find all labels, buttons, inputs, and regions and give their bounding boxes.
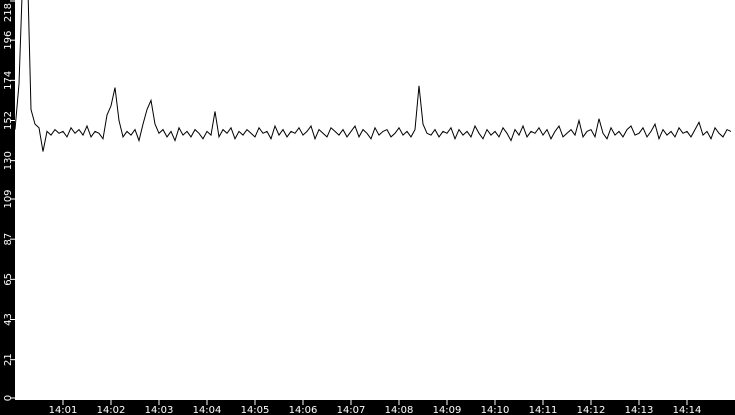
x-axis: 14:01 14:02 14:03 14:04 14:05 14:06 14:07 14:08… xyxy=(49,400,702,415)
y-tick-label: 196 xyxy=(3,31,14,50)
x-tick-label: 14:07 xyxy=(337,405,366,415)
y-tick-label: 65 xyxy=(3,273,14,286)
series-line xyxy=(15,0,732,152)
y-tick-label: 174 xyxy=(3,71,14,90)
y-tick-label: 218 xyxy=(3,3,14,22)
x-tick-label: 14:04 xyxy=(193,405,222,415)
x-tick-label: 14:13 xyxy=(625,405,654,415)
x-tick-label: 14:14 xyxy=(673,405,702,415)
x-tick-label: 14:10 xyxy=(481,405,510,415)
y-tick-label: 87 xyxy=(3,233,14,246)
x-tick-label: 14:01 xyxy=(49,405,78,415)
x-tick-label: 14:05 xyxy=(241,405,270,415)
x-tick-label: 14:02 xyxy=(97,405,126,415)
y-axis: 0 21 43 65 87 109 130 152 174 196 218 xyxy=(3,0,15,401)
x-axis-band xyxy=(0,400,735,415)
y-tick-label: 152 xyxy=(3,111,14,130)
plot-background xyxy=(15,0,735,400)
x-tick-label: 14:03 xyxy=(145,405,174,415)
y-tick-label: 0 xyxy=(3,395,14,401)
x-tick-label: 14:12 xyxy=(577,405,606,415)
x-tick-label: 14:09 xyxy=(433,405,462,415)
y-tick-label: 130 xyxy=(3,151,14,170)
x-tick-label: 14:11 xyxy=(529,405,558,415)
y-tick-label: 21 xyxy=(3,353,14,366)
y-tick-label: 43 xyxy=(3,313,14,326)
x-tick-label: 14:08 xyxy=(385,405,414,415)
y-axis-band xyxy=(0,0,15,415)
y-tick-label: 109 xyxy=(3,189,14,208)
x-tick-label: 14:06 xyxy=(289,405,318,415)
